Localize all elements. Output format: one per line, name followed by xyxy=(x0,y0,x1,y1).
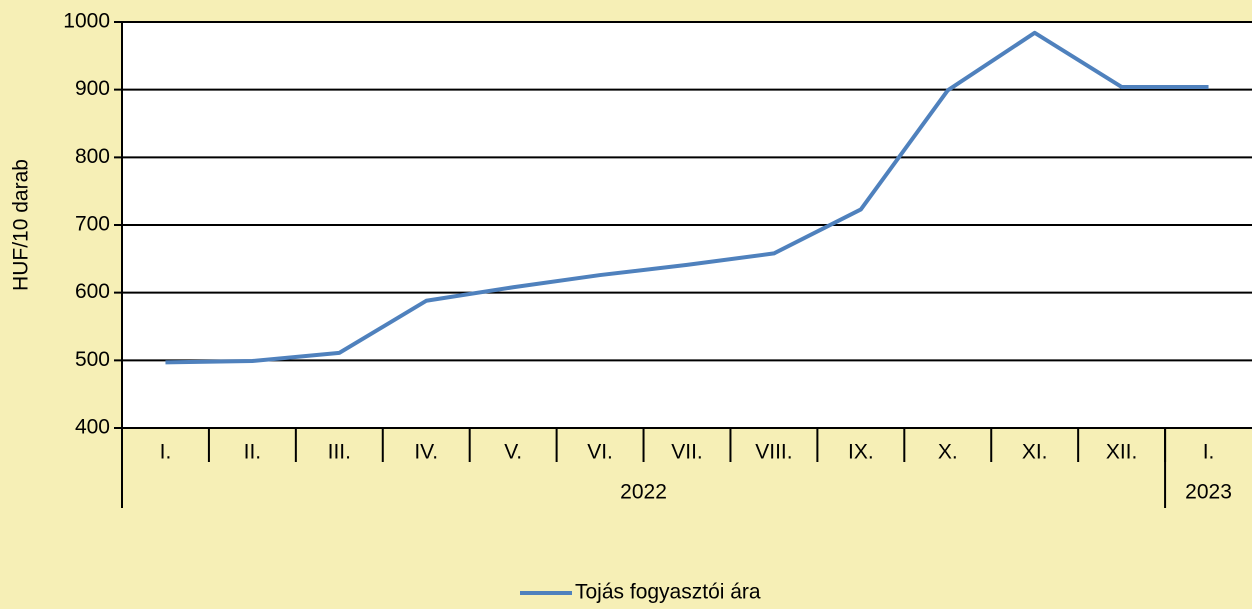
x-tick-label: V. xyxy=(504,441,522,464)
x-tick-label: VI. xyxy=(587,441,613,464)
x-tick-label: XI. xyxy=(1022,441,1048,464)
y-tick-label: 900 xyxy=(75,77,110,100)
x-tick-label: IV. xyxy=(414,441,438,464)
x-tick-label: II. xyxy=(244,441,262,464)
line-series xyxy=(165,30,1209,365)
x-tick-label: I. xyxy=(160,441,172,464)
x-tick-label: I. xyxy=(1203,441,1215,464)
x-tick-label: IX. xyxy=(848,441,874,464)
legend-label: Tojás fogyasztói ára xyxy=(575,581,761,604)
y-tick-label: 400 xyxy=(75,416,110,439)
y-tick-label: 700 xyxy=(75,213,110,236)
x-tick-label: X. xyxy=(938,441,958,464)
y-tick-label: 1000 xyxy=(63,10,110,33)
y-tick-label: 500 xyxy=(75,348,110,371)
y-axis-label: HUF/10 darab xyxy=(10,159,33,291)
group-label: 2023 xyxy=(1185,481,1232,504)
x-tick-label: III. xyxy=(328,441,351,464)
group-label: 2022 xyxy=(620,481,667,504)
y-tick-label: 800 xyxy=(75,145,110,168)
y-tick-label: 600 xyxy=(75,280,110,303)
x-tick-label: XII. xyxy=(1106,441,1138,464)
x-tick-label: VIII. xyxy=(755,441,792,464)
x-tick-label: VII. xyxy=(671,441,703,464)
